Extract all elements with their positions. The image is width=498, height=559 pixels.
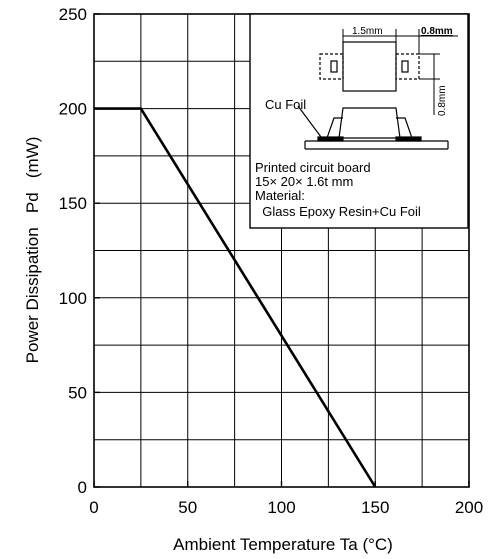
x-tick-label: 50 bbox=[178, 498, 197, 517]
package-top-view bbox=[319, 41, 420, 92]
pcb-inset: 1.5mm 0.8mm 0.8mm Cu Foil Printed circui… bbox=[249, 13, 469, 229]
x-tick-label: 0 bbox=[89, 498, 98, 517]
y-tick-label: 200 bbox=[59, 100, 87, 119]
y-tick-label: 100 bbox=[59, 289, 87, 308]
x-axis-title: Ambient Temperature Ta (°C) bbox=[173, 535, 393, 554]
y-axis-title: Power Dissipation Pd (mW) bbox=[23, 137, 42, 364]
dim-width-label: 1.5mm bbox=[352, 26, 383, 37]
y-tick-label: 0 bbox=[78, 478, 87, 497]
inset-note-1: Printed circuit board bbox=[255, 160, 371, 175]
inset-note-4: Glass Epoxy Resin+Cu Foil bbox=[255, 204, 421, 219]
dim-height-label: 0.8mm bbox=[437, 85, 448, 116]
y-tick-label: 150 bbox=[59, 194, 87, 213]
x-tick-label: 150 bbox=[361, 498, 389, 517]
pad-right bbox=[395, 53, 420, 80]
dim-pad-label: 0.8mm bbox=[421, 26, 453, 37]
package-side-body bbox=[338, 107, 401, 139]
series-layer bbox=[94, 107, 377, 488]
cu-foil-label: Cu Foil bbox=[265, 97, 306, 112]
y-tick-label: 250 bbox=[59, 5, 87, 24]
package-body bbox=[342, 41, 397, 92]
y-tick-label: 50 bbox=[68, 383, 87, 402]
lead-left bbox=[330, 60, 338, 73]
x-tick-label: 100 bbox=[267, 498, 295, 517]
cu-foil-leader bbox=[297, 105, 322, 138]
inset-note-2: 15× 20× 1.6t mm bbox=[255, 174, 353, 189]
derating-curve bbox=[94, 107, 377, 488]
x-tick-label: 200 bbox=[455, 498, 483, 517]
lead-right bbox=[401, 60, 409, 73]
pad-left bbox=[319, 53, 344, 80]
inset-note-3: Material: bbox=[255, 188, 305, 203]
tick-labels: 0 50 100 150 200 0 50 100 150 200 250 bbox=[59, 5, 484, 517]
package-side-view bbox=[297, 105, 449, 150]
dimension-lines bbox=[342, 29, 458, 115]
